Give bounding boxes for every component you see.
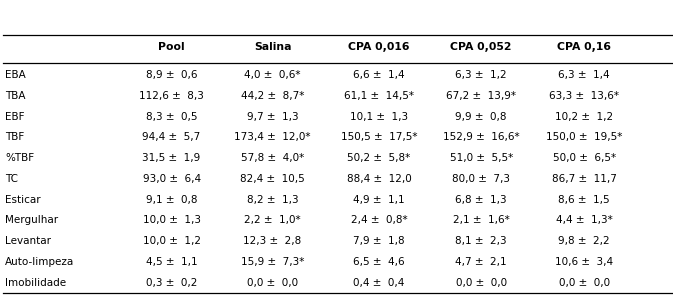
Text: 4,0 ±  0,6*: 4,0 ± 0,6* [244, 70, 301, 80]
Text: 9,8 ±  2,2: 9,8 ± 2,2 [559, 236, 610, 246]
Text: 12,3 ±  2,8: 12,3 ± 2,8 [244, 236, 302, 246]
Text: 2,1 ±  1,6*: 2,1 ± 1,6* [453, 215, 509, 225]
Text: 8,1 ±  2,3: 8,1 ± 2,3 [456, 236, 507, 246]
Text: CPA 0,016: CPA 0,016 [348, 42, 410, 52]
Text: 150,5 ±  17,5*: 150,5 ± 17,5* [341, 133, 417, 143]
Text: 6,5 ±  4,6: 6,5 ± 4,6 [353, 257, 404, 267]
Text: 10,2 ±  1,2: 10,2 ± 1,2 [555, 112, 613, 122]
Text: 4,5 ±  1,1: 4,5 ± 1,1 [146, 257, 197, 267]
Text: 51,0 ±  5,5*: 51,0 ± 5,5* [450, 153, 513, 163]
Text: EBF: EBF [5, 112, 25, 122]
Text: Pool: Pool [158, 42, 185, 52]
Text: 6,6 ±  1,4: 6,6 ± 1,4 [353, 70, 404, 80]
Text: 93,0 ±  6,4: 93,0 ± 6,4 [143, 174, 201, 184]
Text: 0,0 ±  0,0: 0,0 ± 0,0 [559, 278, 610, 288]
Text: 8,9 ±  0,6: 8,9 ± 0,6 [146, 70, 197, 80]
Text: Mergulhar: Mergulhar [5, 215, 59, 225]
Text: 173,4 ±  12,0*: 173,4 ± 12,0* [234, 133, 311, 143]
Text: 4,7 ±  2,1: 4,7 ± 2,1 [456, 257, 507, 267]
Text: 0,3 ±  0,2: 0,3 ± 0,2 [146, 278, 197, 288]
Text: 8,2 ±  1,3: 8,2 ± 1,3 [247, 195, 298, 205]
Text: 15,9 ±  7,3*: 15,9 ± 7,3* [241, 257, 304, 267]
Text: Levantar: Levantar [5, 236, 51, 246]
Text: Auto-limpeza: Auto-limpeza [5, 257, 75, 267]
Text: 10,0 ±  1,2: 10,0 ± 1,2 [143, 236, 201, 246]
Text: 61,1 ±  14,5*: 61,1 ± 14,5* [344, 91, 414, 101]
Text: 88,4 ±  12,0: 88,4 ± 12,0 [347, 174, 411, 184]
Text: 0,0 ±  0,0: 0,0 ± 0,0 [456, 278, 507, 288]
Text: Imobilidade: Imobilidade [5, 278, 67, 288]
Text: 6,8 ±  1,3: 6,8 ± 1,3 [456, 195, 507, 205]
Text: 6,3 ±  1,2: 6,3 ± 1,2 [456, 70, 507, 80]
Text: 0,0 ±  0,0: 0,0 ± 0,0 [247, 278, 298, 288]
Text: 9,7 ±  1,3: 9,7 ± 1,3 [247, 112, 298, 122]
Text: 57,8 ±  4,0*: 57,8 ± 4,0* [241, 153, 304, 163]
Text: 31,5 ±  1,9: 31,5 ± 1,9 [143, 153, 201, 163]
Text: EBA: EBA [5, 70, 26, 80]
Text: 50,0 ±  6,5*: 50,0 ± 6,5* [553, 153, 616, 163]
Text: 2,2 ±  1,0*: 2,2 ± 1,0* [244, 215, 301, 225]
Text: 112,6 ±  8,3: 112,6 ± 8,3 [139, 91, 204, 101]
Text: 4,4 ±  1,3*: 4,4 ± 1,3* [556, 215, 612, 225]
Text: 7,9 ±  1,8: 7,9 ± 1,8 [353, 236, 404, 246]
Text: 0,4 ±  0,4: 0,4 ± 0,4 [353, 278, 404, 288]
Text: 150,0 ±  19,5*: 150,0 ± 19,5* [546, 133, 623, 143]
Text: 8,3 ±  0,5: 8,3 ± 0,5 [146, 112, 197, 122]
Text: 82,4 ±  10,5: 82,4 ± 10,5 [240, 174, 305, 184]
Text: CPA 0,052: CPA 0,052 [450, 42, 512, 52]
Text: 10,6 ±  3,4: 10,6 ± 3,4 [555, 257, 613, 267]
Text: %TBF: %TBF [5, 153, 34, 163]
Text: 2,4 ±  0,8*: 2,4 ± 0,8* [351, 215, 407, 225]
Text: 152,9 ±  16,6*: 152,9 ± 16,6* [443, 133, 520, 143]
Text: 6,3 ±  1,4: 6,3 ± 1,4 [559, 70, 610, 80]
Text: 9,9 ±  0,8: 9,9 ± 0,8 [456, 112, 507, 122]
Text: TBF: TBF [5, 133, 25, 143]
Text: 4,9 ±  1,1: 4,9 ± 1,1 [353, 195, 404, 205]
Text: 67,2 ±  13,9*: 67,2 ± 13,9* [446, 91, 516, 101]
Text: 63,3 ±  13,6*: 63,3 ± 13,6* [549, 91, 619, 101]
Text: CPA 0,16: CPA 0,16 [557, 42, 611, 52]
Text: 44,2 ±  8,7*: 44,2 ± 8,7* [241, 91, 304, 101]
Text: TBA: TBA [5, 91, 26, 101]
Text: 50,2 ±  5,8*: 50,2 ± 5,8* [347, 153, 411, 163]
Text: 80,0 ±  7,3: 80,0 ± 7,3 [452, 174, 510, 184]
Text: Esticar: Esticar [5, 195, 41, 205]
Text: TC: TC [5, 174, 18, 184]
Text: 86,7 ±  11,7: 86,7 ± 11,7 [552, 174, 616, 184]
Text: 10,1 ±  1,3: 10,1 ± 1,3 [350, 112, 408, 122]
Text: 9,1 ±  0,8: 9,1 ± 0,8 [146, 195, 197, 205]
Text: 10,0 ±  1,3: 10,0 ± 1,3 [143, 215, 201, 225]
Text: 8,6 ±  1,5: 8,6 ± 1,5 [559, 195, 610, 205]
Text: Salina: Salina [254, 42, 291, 52]
Text: 94,4 ±  5,7: 94,4 ± 5,7 [143, 133, 201, 143]
